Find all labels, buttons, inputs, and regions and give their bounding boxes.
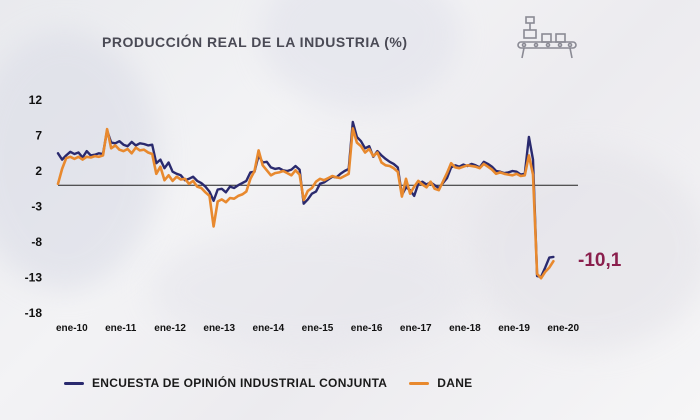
- series-line-dane: [56, 127, 555, 280]
- y-tick-label: 7: [35, 129, 42, 143]
- x-tick-label: ene-14: [253, 323, 285, 334]
- legend-label: ENCUESTA DE OPINIÓN INDUSTRIAL CONJUNTA: [92, 376, 388, 390]
- chart-title: PRODUCCIÓN REAL DE LA INDUSTRIA (%): [102, 34, 408, 50]
- x-tick-label: ene-19: [498, 323, 530, 334]
- x-tick-label: ene-13: [203, 323, 235, 334]
- x-tick-label: ene-15: [302, 323, 334, 334]
- y-tick-label: 2: [35, 164, 42, 178]
- legend-item-encuesta: ENCUESTA DE OPINIÓN INDUSTRIAL CONJUNTA: [64, 376, 387, 390]
- series-line-encuesta: [56, 120, 555, 278]
- background-blob: [470, 150, 700, 350]
- y-tick-label: -3: [31, 200, 42, 214]
- x-tick-label: ene-16: [351, 323, 383, 334]
- x-tick-label: ene-10: [56, 323, 88, 334]
- legend-swatch: [64, 381, 84, 385]
- x-tick-label: ene-20: [547, 323, 579, 334]
- x-tick-label: ene-17: [400, 323, 432, 334]
- last-value-label: -10,1: [578, 250, 622, 271]
- background-blob: [150, 230, 470, 350]
- background-blob: [0, 30, 160, 290]
- legend-swatch: [409, 381, 430, 385]
- legend-item-dane: DANE: [409, 376, 472, 390]
- y-tick-label: -18: [25, 306, 43, 320]
- x-axis: ene-10 ene-11 ene-12 ene-13 ene-14 ene-15 ene-…: [56, 323, 579, 334]
- y-tick-label: 12: [29, 93, 43, 107]
- y-tick-label: -8: [31, 235, 42, 249]
- legend: ENCUESTA DE OPINIÓN INDUSTRIAL CONJUNTA …: [64, 376, 472, 390]
- y-axis: 12 7 2 -3 -8 -13 -18: [25, 93, 43, 320]
- x-tick-label: ene-11: [105, 323, 137, 334]
- y-tick-label: -13: [25, 271, 43, 285]
- legend-label: DANE: [437, 376, 473, 390]
- series-layer: [56, 120, 555, 280]
- factory-conveyor-icon: [517, 16, 577, 59]
- x-tick-label: ene-12: [154, 323, 186, 334]
- x-tick-label: ene-18: [449, 323, 481, 334]
